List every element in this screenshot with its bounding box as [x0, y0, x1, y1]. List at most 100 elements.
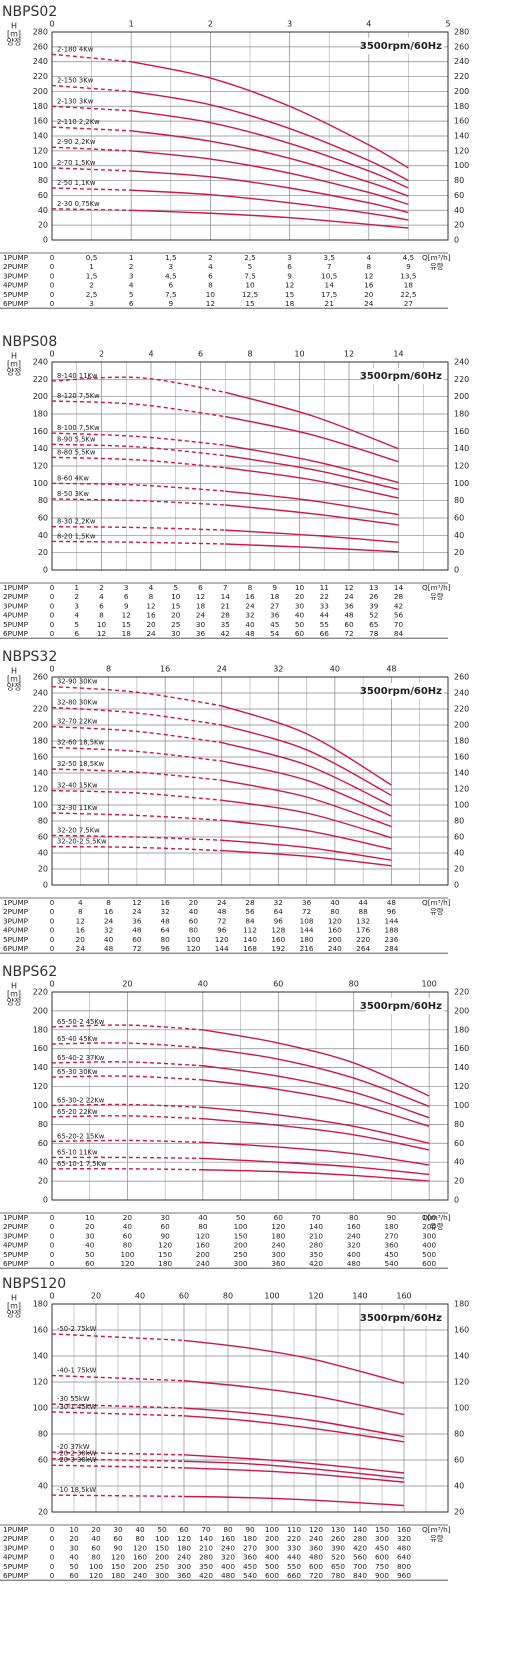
- y-tick-label: 0: [43, 236, 48, 245]
- table-cell: 72: [344, 629, 353, 638]
- table-cell: 100: [186, 935, 200, 944]
- table-cell: 0: [50, 1525, 55, 1534]
- curve-dashed: [51, 540, 226, 545]
- table-cell: 800: [397, 1562, 411, 1571]
- series-label: 32-30 11Kw: [57, 804, 98, 812]
- table-cell: 160: [196, 1241, 210, 1250]
- table-cell: 48: [132, 926, 142, 935]
- y2-tick-label: 180: [454, 102, 469, 111]
- table-cell: 360: [271, 1259, 285, 1268]
- table-cell: 120: [111, 1553, 125, 1562]
- table-cell: 250: [234, 1250, 248, 1259]
- table-cell: 10,5: [321, 271, 337, 280]
- table-cell: 6: [99, 601, 104, 610]
- table-cell: 540: [384, 1259, 398, 1268]
- x-tick-label: 24: [217, 665, 227, 674]
- plot-frame: [51, 1303, 449, 1513]
- table-cell: 60: [123, 1231, 133, 1240]
- y2-tick-label: 80: [454, 1120, 464, 1129]
- row-label: 5PUMP: [3, 935, 29, 944]
- table-cell: 9: [124, 601, 129, 610]
- plot-frame: [51, 31, 449, 241]
- table-cell: 55: [320, 620, 329, 629]
- table-cell: 32: [245, 611, 254, 620]
- table-cell: 216: [300, 944, 314, 953]
- curve: [221, 760, 392, 817]
- y2-tick-label: 40: [454, 1158, 464, 1167]
- table-cell: 210: [309, 1231, 323, 1240]
- table-cell: 250: [155, 1562, 169, 1571]
- table-cell: 560: [353, 1553, 367, 1562]
- annotation-box: [366, 368, 444, 384]
- table-cell: 24: [217, 898, 227, 907]
- y2-tick-label: 0: [454, 1196, 459, 1205]
- series-label: 8-80 5,5Kw: [57, 448, 96, 456]
- table-cell: 900: [375, 1571, 389, 1580]
- series-label: 32-70 22Kw: [57, 718, 98, 726]
- table-cell: 30: [85, 1231, 95, 1240]
- table-cell: 13: [369, 583, 379, 592]
- table-cell: 100: [265, 1525, 279, 1534]
- row-label: 3PUMP: [3, 271, 29, 280]
- table-cell: 400: [347, 1250, 361, 1259]
- table-cell: 140: [309, 1222, 323, 1231]
- series-label: 2-50 1,1Kw: [57, 179, 96, 187]
- curve: [131, 209, 409, 229]
- x-tick-label: 20: [122, 980, 132, 989]
- row-label: 1PUMP: [3, 898, 29, 907]
- table-cell: 52: [369, 611, 378, 620]
- table-cell: 96: [274, 916, 284, 925]
- table-cell: 8: [366, 262, 371, 271]
- y-tick-label: 180: [33, 1025, 48, 1034]
- table-cell: 0: [50, 1231, 55, 1240]
- annotation-box: [366, 38, 444, 54]
- y2-tick-label: 100: [454, 1404, 469, 1413]
- curve-dashed: [51, 834, 222, 841]
- table-cell: 6: [74, 629, 79, 638]
- y-tick-label: 100: [33, 1101, 48, 1110]
- table-cell: 21: [221, 601, 230, 610]
- y2-tick-label: 40: [454, 531, 464, 540]
- plot-frame: [51, 991, 449, 1201]
- series-label: -40-1 75kW: [57, 1367, 97, 1375]
- y-tick-label: 240: [33, 57, 48, 66]
- curve-dashed: [51, 725, 222, 744]
- table-cell: 2,5: [244, 253, 256, 262]
- table-cell: 500: [265, 1562, 279, 1571]
- series-label: 2-70 1,5Kw: [57, 159, 96, 167]
- y2-tick-label: 100: [454, 1101, 469, 1110]
- x-tick-label: 32: [273, 665, 283, 674]
- row-label: 4PUMP: [3, 1241, 29, 1250]
- x-tick-label: 0: [49, 980, 54, 989]
- y-tick-label: 200: [33, 721, 48, 730]
- curve-dashed: [51, 1374, 185, 1382]
- x-tick-label: 100: [422, 980, 437, 989]
- table-cell: 350: [199, 1562, 213, 1571]
- table-cell: 0: [50, 271, 55, 280]
- y-tick-label: 180: [33, 102, 48, 111]
- table-cell: 280: [309, 1241, 323, 1250]
- y-axis-label-ko: 양정: [7, 37, 22, 47]
- table-cell: 15: [245, 299, 254, 308]
- series-label: -50-2 75kW: [57, 1325, 97, 1333]
- table-cell: 18: [270, 592, 280, 601]
- curve: [221, 819, 392, 850]
- y2-tick-label: 0: [454, 566, 459, 575]
- table-cell: 24: [104, 916, 114, 925]
- row-label: 2PUMP: [3, 1534, 29, 1543]
- curve-dashed: [51, 746, 222, 762]
- y2-tick-label: 200: [454, 392, 469, 401]
- table-cell: 33: [320, 601, 330, 610]
- x-tick-label: 40: [330, 665, 340, 674]
- table-cell: 78: [369, 629, 379, 638]
- table-cell: 36: [196, 629, 206, 638]
- x-tick-label: 60: [179, 1292, 189, 1301]
- table-cell: 7,5: [244, 271, 256, 280]
- curve: [183, 1380, 405, 1416]
- x-tick-label: 1: [129, 20, 134, 29]
- table-cell: 0: [50, 601, 55, 610]
- table-cell: 300: [422, 1231, 436, 1240]
- table-cell: 13,5: [400, 271, 416, 280]
- table-cell: 180: [300, 935, 314, 944]
